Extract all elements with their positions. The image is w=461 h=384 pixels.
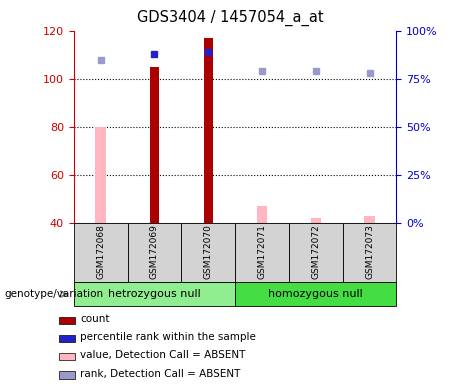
Text: count: count [80, 314, 110, 324]
Text: GDS3404 / 1457054_a_at: GDS3404 / 1457054_a_at [137, 10, 324, 26]
Text: GSM172072: GSM172072 [311, 225, 320, 279]
Text: rank, Detection Call = ABSENT: rank, Detection Call = ABSENT [80, 369, 241, 379]
Text: hetrozygous null: hetrozygous null [108, 289, 201, 299]
Bar [203, 38, 213, 223]
Text: GSM172070: GSM172070 [204, 225, 213, 280]
Bar [150, 67, 159, 223]
FancyBboxPatch shape [289, 223, 343, 282]
Text: GSM172073: GSM172073 [365, 225, 374, 280]
FancyBboxPatch shape [235, 282, 396, 306]
Bar [257, 206, 267, 223]
Text: GSM172068: GSM172068 [96, 225, 105, 280]
Text: GSM172071: GSM172071 [258, 225, 266, 280]
Text: genotype/variation: genotype/variation [5, 289, 104, 299]
Text: value, Detection Call = ABSENT: value, Detection Call = ABSENT [80, 351, 246, 361]
FancyBboxPatch shape [74, 223, 128, 282]
Bar [59, 335, 75, 342]
Bar [364, 215, 375, 223]
Bar [59, 353, 75, 361]
FancyBboxPatch shape [181, 223, 235, 282]
Bar [59, 371, 75, 379]
Text: homozygous null: homozygous null [268, 289, 363, 299]
Text: GSM172069: GSM172069 [150, 225, 159, 280]
FancyBboxPatch shape [74, 282, 235, 306]
FancyBboxPatch shape [128, 223, 181, 282]
Bar [59, 317, 75, 324]
FancyBboxPatch shape [235, 223, 289, 282]
Text: percentile rank within the sample: percentile rank within the sample [80, 332, 256, 342]
Bar [95, 127, 106, 223]
Bar [311, 218, 321, 223]
FancyBboxPatch shape [343, 223, 396, 282]
